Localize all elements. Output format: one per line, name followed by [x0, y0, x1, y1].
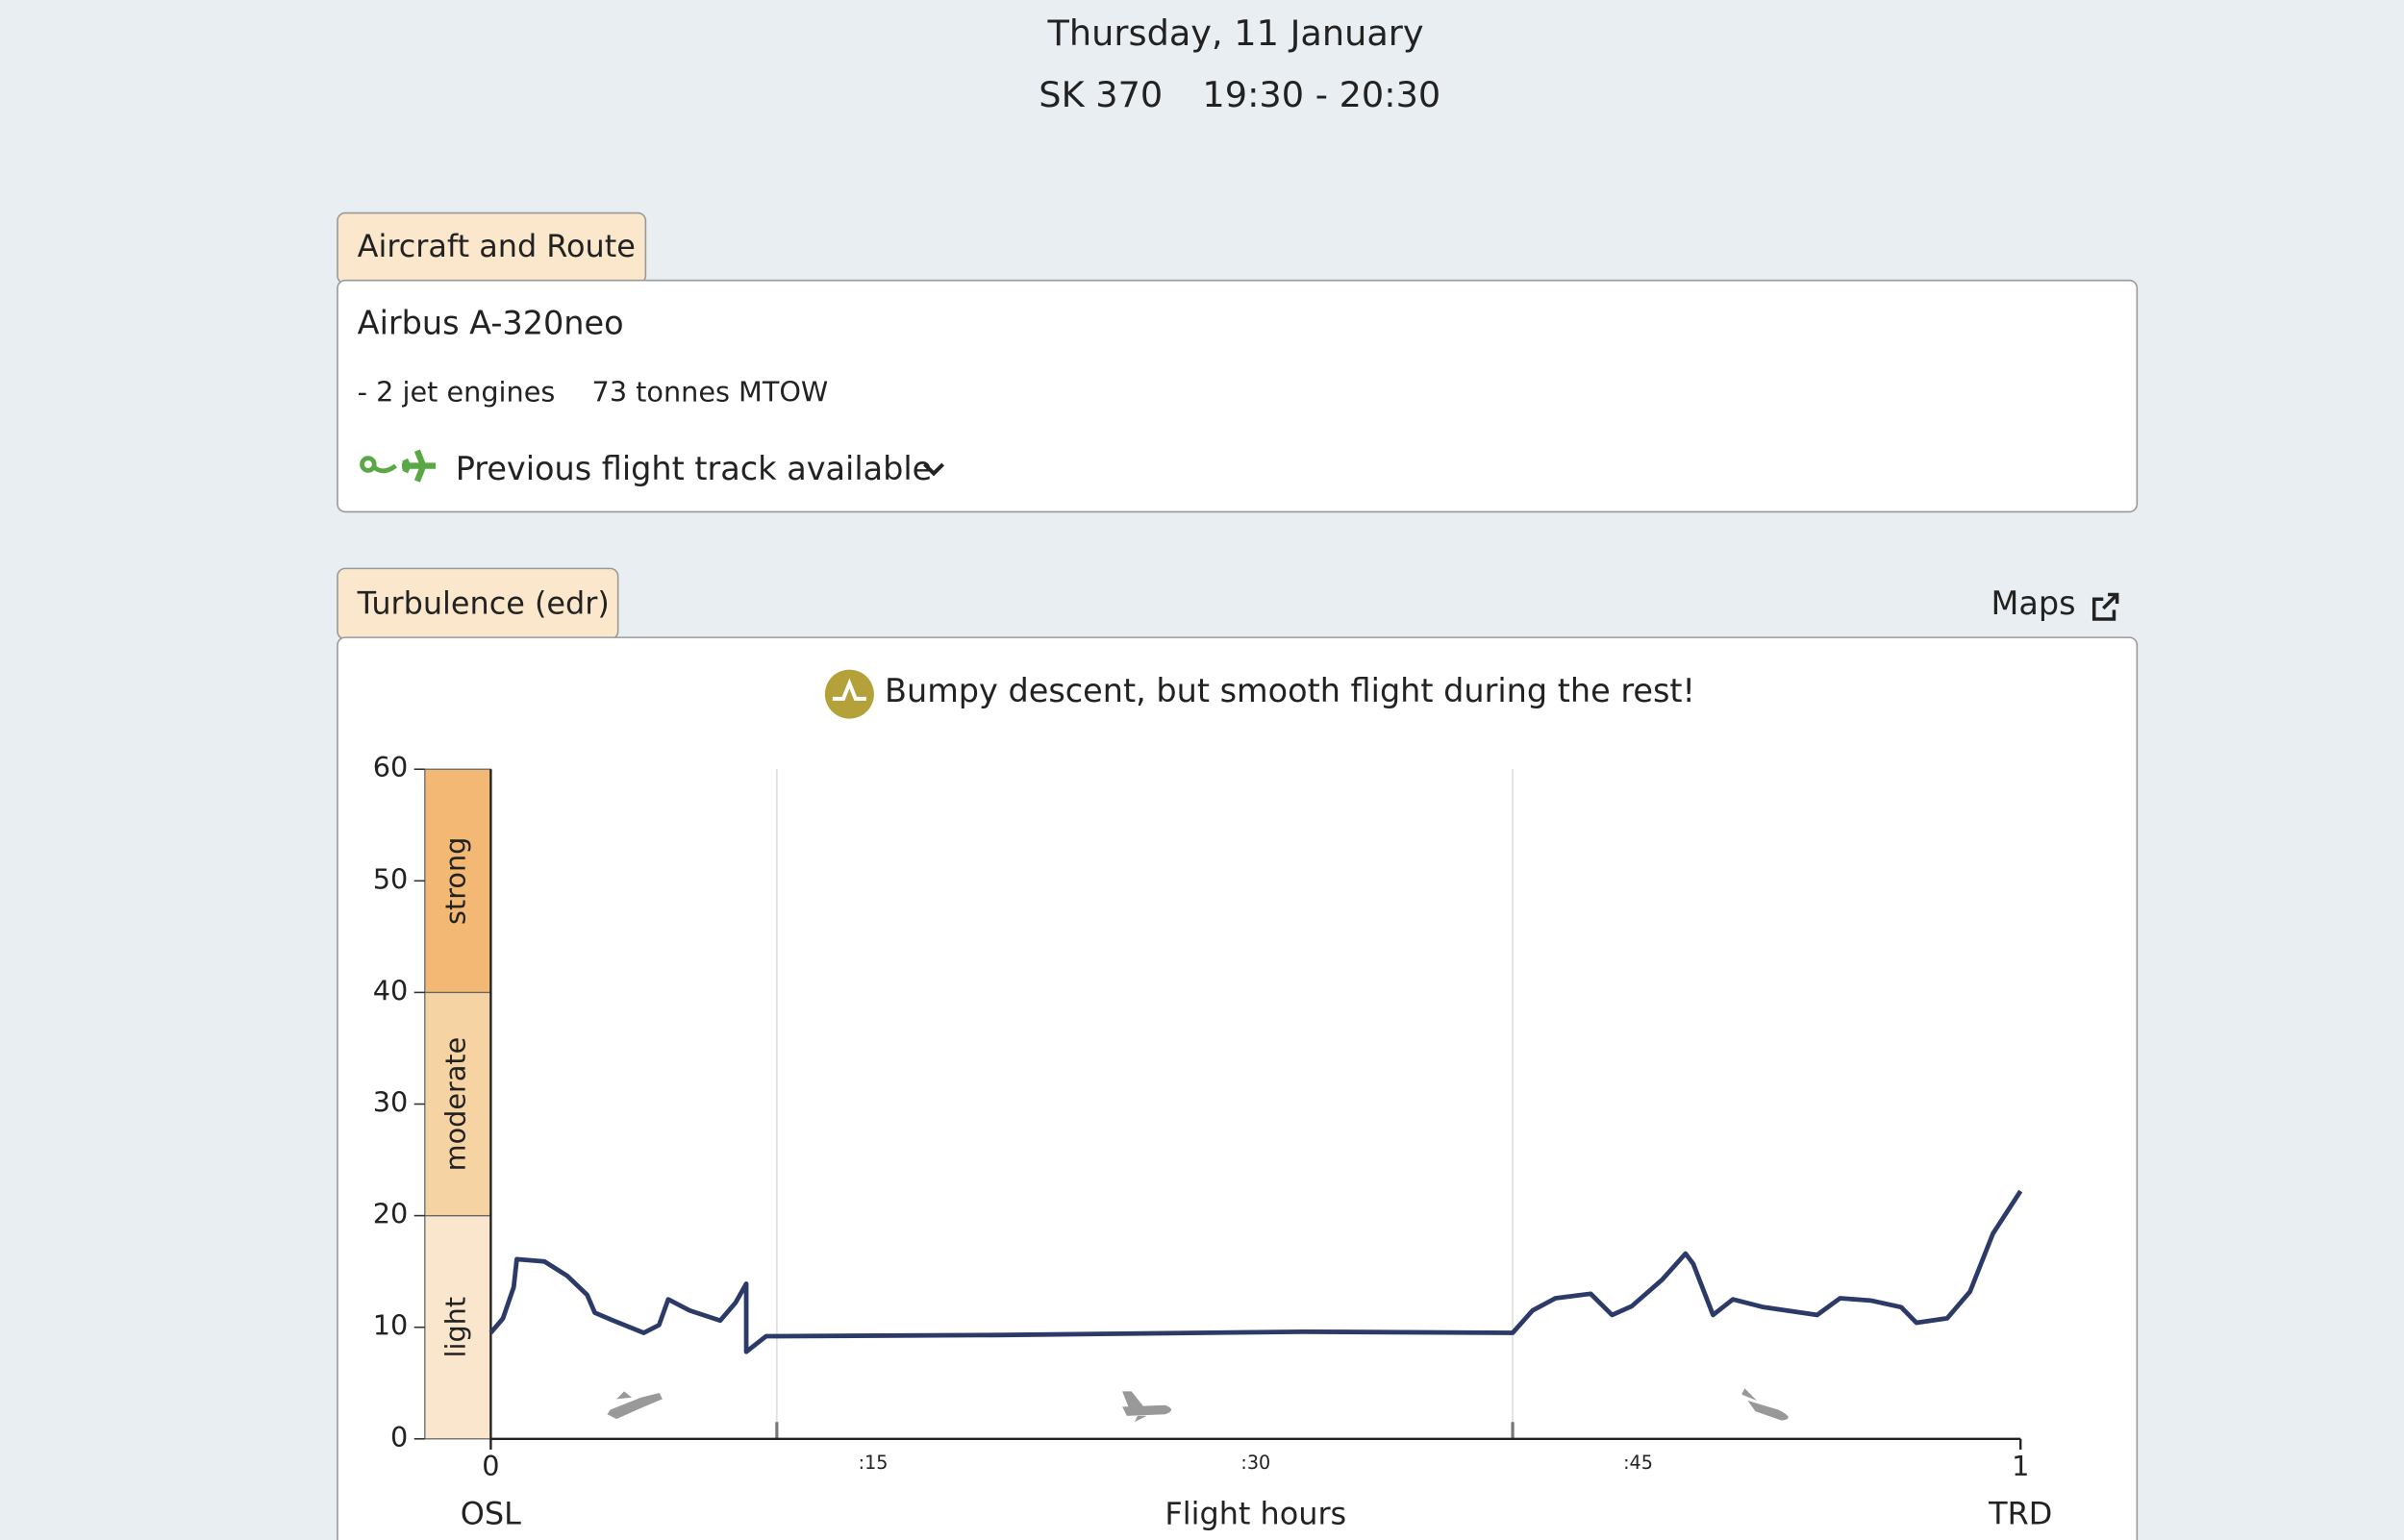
- maps-link[interactable]: Maps: [1991, 584, 2076, 622]
- x-tick-label: 0: [482, 1450, 499, 1482]
- phase-icons: [607, 1388, 1789, 1423]
- flight-time: 19:30 - 20:30: [1202, 74, 1440, 115]
- origin-label: OSL: [461, 1495, 521, 1531]
- y-tick-label: 60: [373, 751, 409, 783]
- band: [424, 768, 492, 994]
- x-tick-label: :45: [1623, 1452, 1653, 1474]
- tab-label[interactable]: Aircraft and Route: [358, 228, 636, 264]
- chevron[interactable]: [923, 462, 945, 477]
- summary-icon-glyph: [832, 678, 866, 701]
- weight: 73 tonnes MTOW: [592, 376, 829, 409]
- turbulence-line: [488, 1189, 2023, 1354]
- card: [337, 636, 2139, 1540]
- band-label: moderate: [438, 1037, 471, 1172]
- date: Thursday, 11 January: [1047, 12, 1424, 54]
- band-label: strong: [438, 837, 471, 925]
- summary: Bumpy descent, but smooth flight during …: [885, 672, 1695, 709]
- destination-label: TRD: [1988, 1495, 2052, 1531]
- external-link-icon[interactable]: [2091, 592, 2119, 621]
- track-toggle[interactable]: Previous flight track available: [456, 450, 933, 487]
- engines: - 2 jet engines: [358, 376, 556, 409]
- aircraft-model: Airbus A-320neo: [358, 304, 624, 341]
- y-tick-label: 50: [373, 862, 409, 895]
- y-tick-label: 10: [373, 1309, 409, 1342]
- x-axis-label: Flight hours: [1164, 1495, 1346, 1531]
- track-icon: [360, 449, 436, 483]
- y-tick-label: 30: [373, 1085, 409, 1118]
- card: [337, 279, 2139, 513]
- y-tick-label: 20: [373, 1198, 409, 1230]
- landing-icon: [1741, 1388, 1789, 1421]
- flight-number: SK 370: [1039, 74, 1163, 115]
- tab-label[interactable]: Turbulence (edr): [357, 585, 610, 622]
- y-tick-label: 40: [373, 974, 409, 1006]
- cruise-icon: [1122, 1391, 1172, 1423]
- summary-icon: [824, 669, 874, 719]
- x-tick-label: 1: [2012, 1450, 2029, 1482]
- takeoff-icon: [607, 1391, 663, 1420]
- turbulence-chart: light moderate strong 0 10 20 30 40 50 60 0 :15 :30:…: [373, 751, 2053, 1531]
- x-tick-label: :15: [859, 1452, 889, 1474]
- y-tick-label: 0: [390, 1421, 408, 1453]
- x-tick-label: :30: [1240, 1452, 1270, 1474]
- band-label: light: [438, 1297, 471, 1358]
